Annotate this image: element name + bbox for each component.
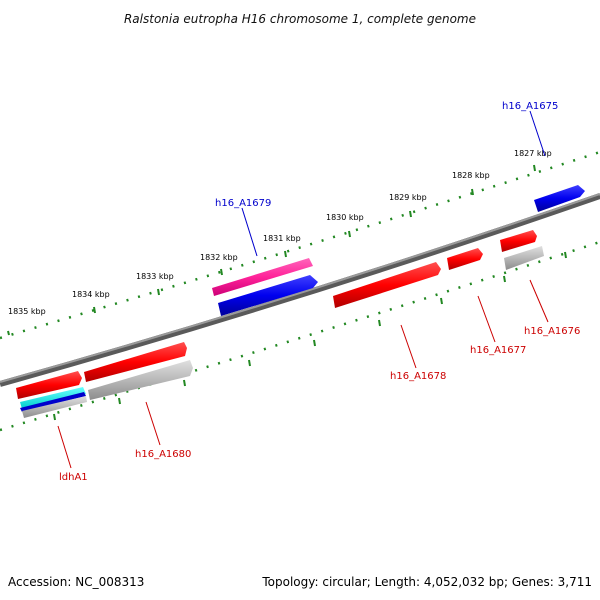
map-title: Ralstonia eutropha H16 chromosome 1, com…: [124, 12, 476, 26]
chromosome-backbone: [0, 193, 600, 387]
inner-scale-ring: [0, 240, 600, 432]
scale-label-1834: 1834 kbp: [72, 290, 110, 299]
gene-h16-A1680[interactable]: [84, 342, 193, 400]
scale-label-1831: 1831 kbp: [263, 234, 301, 243]
gene-label-h16-A1676: h16_A1676: [524, 326, 580, 337]
gene-h16-A1675[interactable]: [534, 185, 585, 212]
gene-h16-A1679[interactable]: [212, 258, 318, 316]
gene-h16-A1678[interactable]: [333, 262, 441, 308]
label-leaders: [57, 110, 549, 469]
gene-label-ldhA1: ldhA1: [59, 472, 88, 483]
scale-label-1835: 1835 kbp: [8, 307, 46, 316]
scale-label-1832: 1832 kbp: [200, 253, 238, 262]
accession-text: Accession: NC_008313: [8, 575, 144, 589]
major-ticks: [7, 164, 567, 421]
gene-label-h16-A1680: h16_A1680: [135, 449, 191, 460]
outer-scale-ring: [0, 150, 600, 340]
gene-label-h16-A1675: h16_A1675: [502, 101, 558, 112]
gene-label-h16-A1677: h16_A1677: [470, 345, 526, 356]
gene-h16-A1676[interactable]: [500, 230, 544, 270]
scale-label-1833: 1833 kbp: [136, 272, 174, 281]
scale-label-1830: 1830 kbp: [326, 213, 364, 222]
gene-ldhA1[interactable]: [16, 371, 87, 418]
genome-summary-text: Topology: circular; Length: 4,052,032 bp…: [261, 575, 592, 589]
scale-label-1829: 1829 kbp: [389, 193, 427, 202]
scale-label-1828: 1828 kbp: [452, 171, 490, 180]
scale-labels: 1827 kbp 1828 kbp 1829 kbp 1830 kbp 1831…: [8, 149, 552, 316]
gene-label-h16-A1679: h16_A1679: [215, 198, 271, 209]
gene-h16-A1677[interactable]: [447, 248, 483, 270]
scale-label-1827: 1827 kbp: [514, 149, 552, 158]
gene-label-h16-A1678: h16_A1678: [390, 371, 446, 382]
